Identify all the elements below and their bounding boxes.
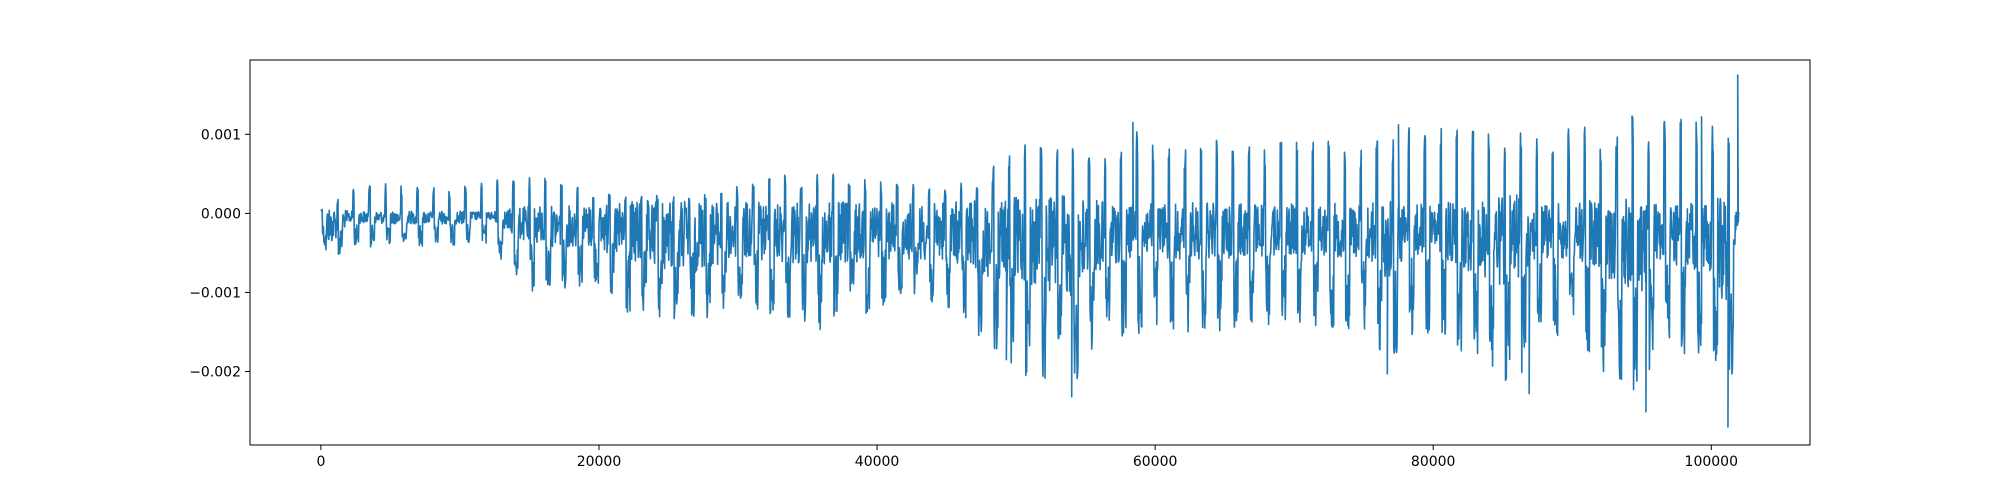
x-tick-label: 60000 xyxy=(1133,454,1178,470)
y-tick-label: 0.000 xyxy=(201,206,241,222)
x-tick-label: 80000 xyxy=(1411,454,1456,470)
x-tick-label: 40000 xyxy=(855,454,900,470)
x-tick-label: 20000 xyxy=(577,454,622,470)
x-tick-label: 100000 xyxy=(1685,454,1738,470)
y-tick-label: −0.002 xyxy=(189,364,241,380)
y-axis: 0.001 0.000 −0.001 −0.002 xyxy=(189,127,250,380)
x-tick-label: 0 xyxy=(316,454,325,470)
series-line xyxy=(320,74,1740,428)
y-tick-label: −0.001 xyxy=(189,285,241,301)
y-tick-label: 0.001 xyxy=(201,127,241,143)
plot-frame xyxy=(249,59,1811,446)
series-layer xyxy=(320,74,1740,428)
x-axis: 0 20000 40000 60000 80000 100000 xyxy=(316,445,1738,470)
